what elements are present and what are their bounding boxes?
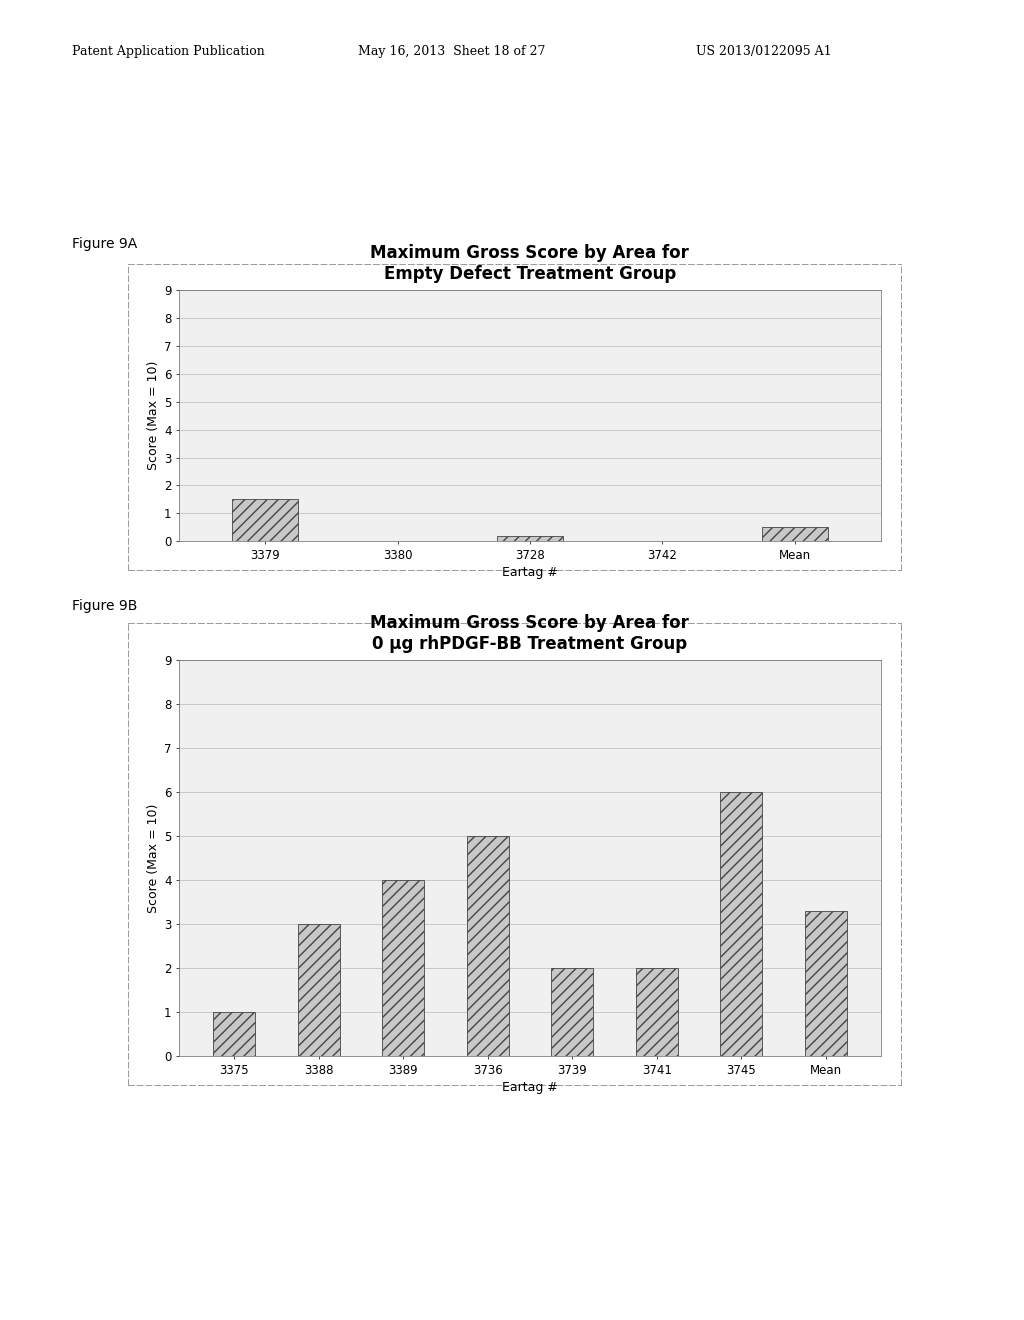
Text: Patent Application Publication: Patent Application Publication xyxy=(72,45,264,58)
Bar xyxy=(467,836,509,1056)
Title: Maximum Gross Score by Area for
0 μg rhPDGF-BB Treatment Group: Maximum Gross Score by Area for 0 μg rhP… xyxy=(371,614,689,653)
X-axis label: Eartag #: Eartag # xyxy=(502,1081,558,1094)
Bar xyxy=(213,1012,255,1056)
Bar xyxy=(720,792,762,1056)
Bar xyxy=(232,499,298,541)
Y-axis label: Score (Max = 10): Score (Max = 10) xyxy=(146,362,160,470)
Bar xyxy=(298,924,340,1056)
Text: Figure 9B: Figure 9B xyxy=(72,599,137,612)
Bar xyxy=(497,536,563,541)
Y-axis label: Score (Max = 10): Score (Max = 10) xyxy=(146,804,160,912)
Text: Figure 9A: Figure 9A xyxy=(72,238,137,251)
Title: Maximum Gross Score by Area for
Empty Defect Treatment Group: Maximum Gross Score by Area for Empty De… xyxy=(371,244,689,284)
X-axis label: Eartag #: Eartag # xyxy=(502,566,558,579)
Bar xyxy=(762,527,827,541)
Text: May 16, 2013  Sheet 18 of 27: May 16, 2013 Sheet 18 of 27 xyxy=(358,45,546,58)
Bar xyxy=(551,968,593,1056)
Bar xyxy=(805,911,847,1056)
Bar xyxy=(382,880,424,1056)
Text: US 2013/0122095 A1: US 2013/0122095 A1 xyxy=(696,45,831,58)
Bar xyxy=(636,968,678,1056)
